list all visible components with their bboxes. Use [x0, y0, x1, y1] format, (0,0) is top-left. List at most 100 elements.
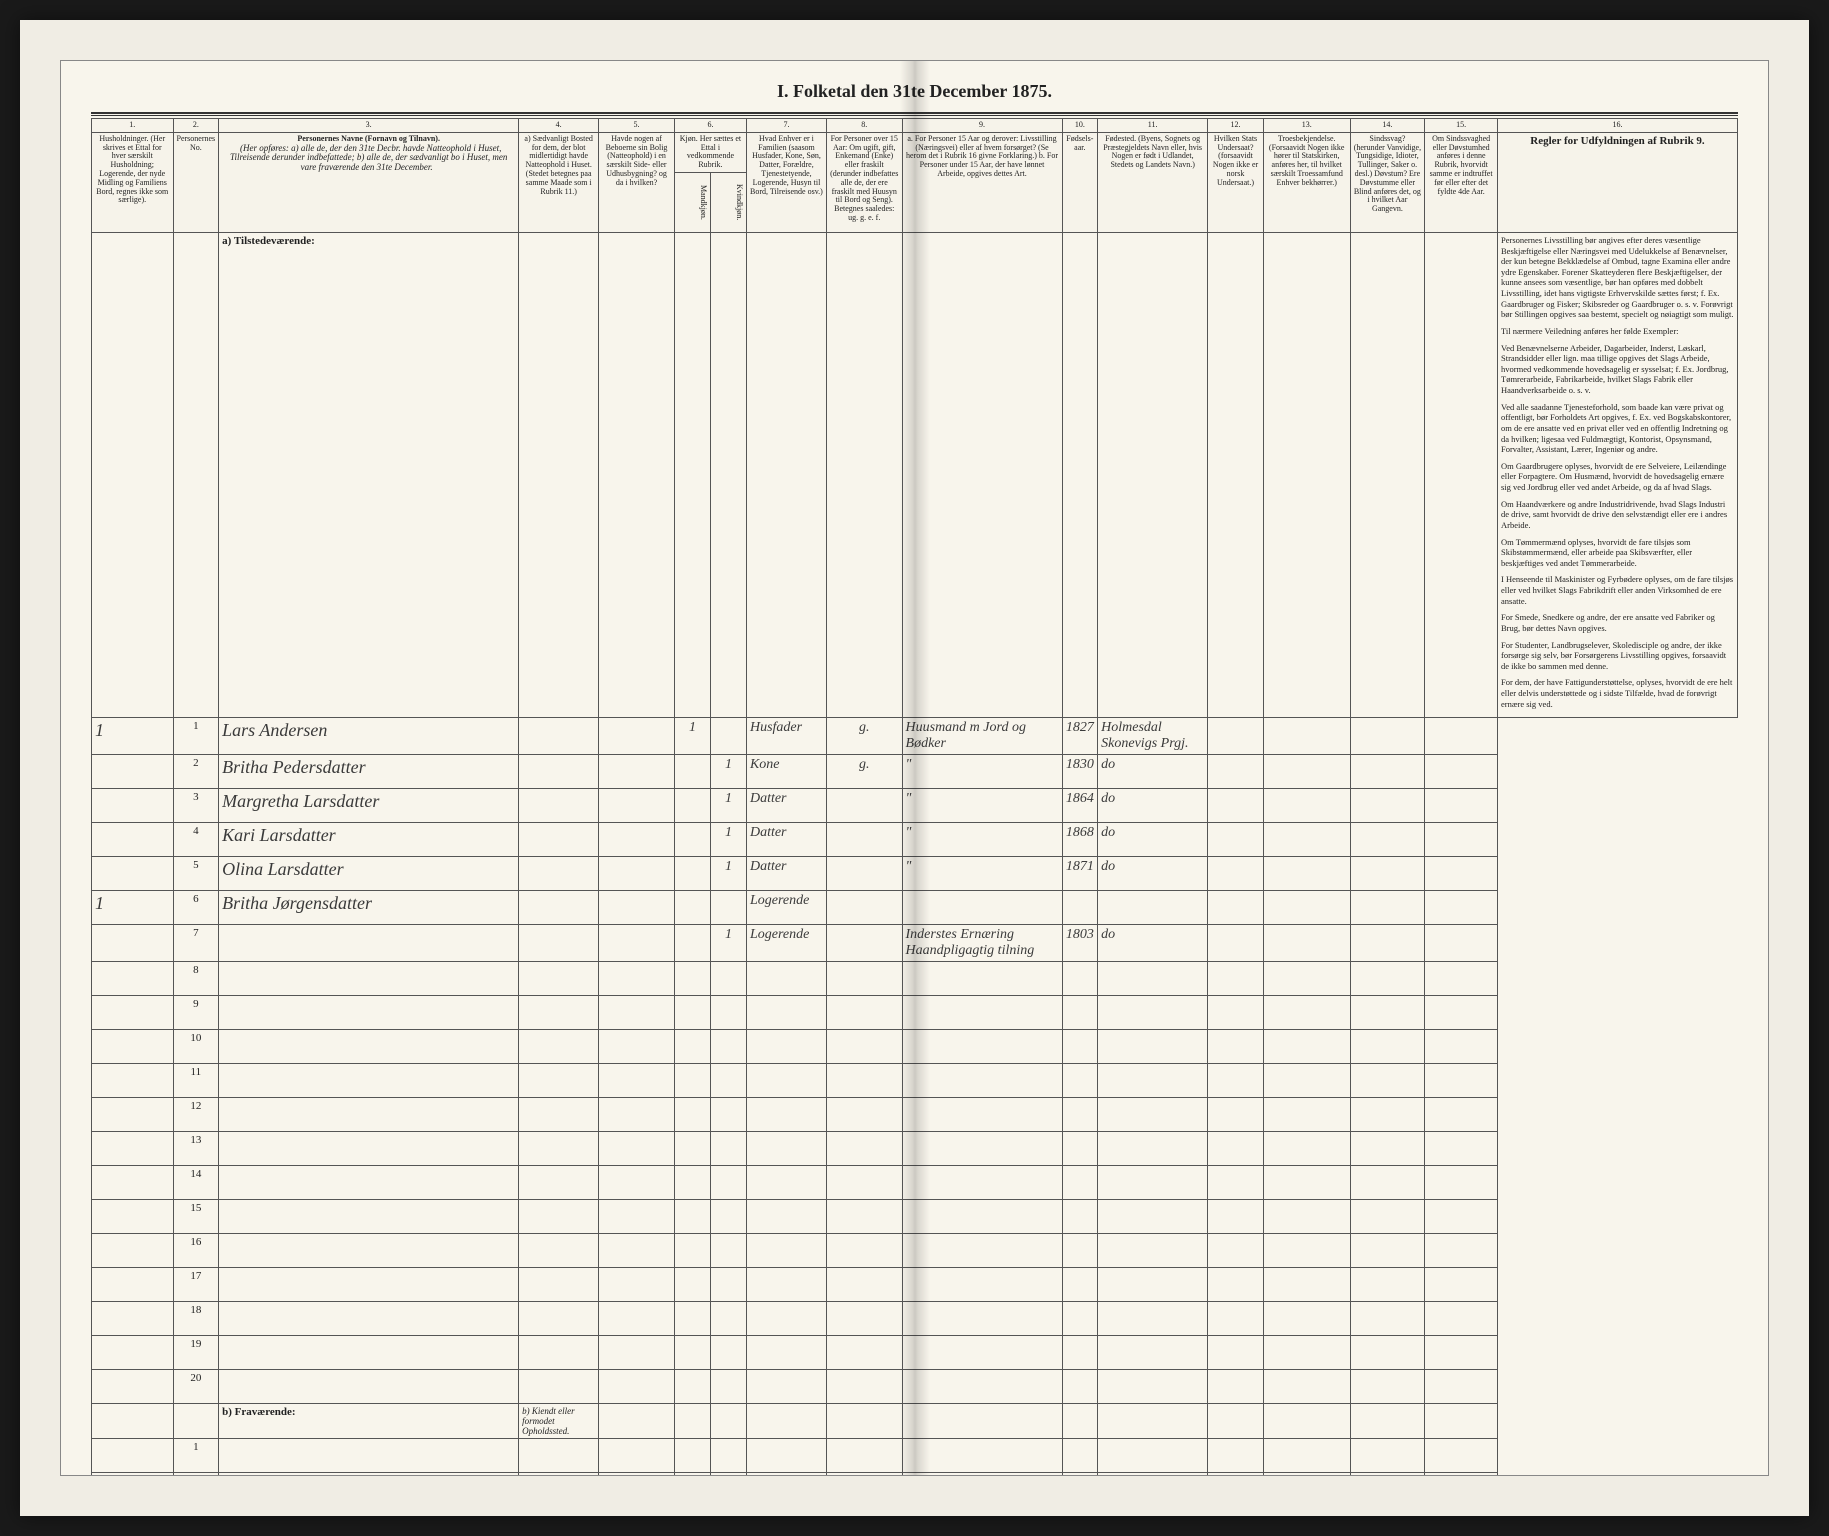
cell-no: 2	[173, 1473, 219, 1476]
table-row: 12	[92, 1098, 1738, 1132]
empty-rows: 891011121314151617181920	[92, 962, 1738, 1404]
cell-female	[710, 718, 746, 755]
cell-no: 7	[173, 925, 219, 962]
cell-name: Margretha Larsdatter	[219, 789, 519, 823]
table-row: 1	[92, 1439, 1738, 1473]
coln-11: 11.	[1098, 119, 1208, 133]
cell-c12	[1208, 789, 1264, 823]
cell-no: 14	[173, 1166, 219, 1200]
h13: Troesbekjendelse. (Forsaavidt Nogen ikke…	[1263, 132, 1350, 232]
cell-c15	[1425, 718, 1498, 755]
cell-fam: Datter	[746, 823, 826, 857]
cell-c15	[1425, 891, 1498, 925]
h1: Husholdninger. (Her skrives et Ettal for…	[92, 132, 174, 232]
cell-fam: Husfader	[746, 718, 826, 755]
cell-male	[674, 755, 710, 789]
inst-p6: Om Haandværkere og andre Industridrivend…	[1501, 499, 1734, 531]
cell-c5	[599, 925, 675, 962]
cell-male	[674, 925, 710, 962]
table-row: 15	[92, 1200, 1738, 1234]
cell-civ	[826, 823, 902, 857]
h15: Om Sindssvaghed eller Døvstumhed anføres…	[1425, 132, 1498, 232]
cell-birthplace: do	[1098, 755, 1208, 789]
coln-4: 4.	[519, 119, 599, 133]
cell-c13	[1263, 857, 1350, 891]
inst-p9: For Smede, Snedkere og andre, der ere an…	[1501, 612, 1734, 633]
table-row: 16	[92, 1234, 1738, 1268]
cell-occ: "	[902, 755, 1062, 789]
cell-no: 6	[173, 891, 219, 925]
coln-8: 8.	[826, 119, 902, 133]
cell-c12	[1208, 718, 1264, 755]
table-row: 10	[92, 1030, 1738, 1064]
coln-2: 2.	[173, 119, 219, 133]
inst-p4: Ved alle saadanne Tjenesteforhold, som b…	[1501, 402, 1734, 455]
table-row: 14	[92, 1166, 1738, 1200]
cell-civ	[826, 891, 902, 925]
cell-female: 1	[710, 823, 746, 857]
cell-occ	[902, 891, 1062, 925]
cell-hh	[92, 925, 174, 962]
cell-c14	[1350, 891, 1425, 925]
cell-no: 4	[173, 823, 219, 857]
table-row: 17	[92, 1268, 1738, 1302]
cell-c15	[1425, 857, 1498, 891]
h10: Fødsels-aar.	[1062, 132, 1098, 232]
header-rule	[91, 112, 1738, 116]
header-desc-row: Husholdninger. (Her skrives et Ettal for…	[92, 132, 1738, 172]
cell-c5	[599, 891, 675, 925]
cell-c14	[1350, 789, 1425, 823]
cell-c12	[1208, 925, 1264, 962]
cell-no: 12	[173, 1098, 219, 1132]
cell-name: Lars Andersen	[219, 718, 519, 755]
cell-no: 1	[173, 718, 219, 755]
table-row: 5Olina Larsdatter1Datter"1871do	[92, 857, 1738, 891]
cell-fam: Logerende	[746, 925, 826, 962]
cell-hh	[92, 755, 174, 789]
cell-female: 1	[710, 755, 746, 789]
cell-year: 1871	[1062, 857, 1098, 891]
cell-c12	[1208, 891, 1264, 925]
h9: a. For Personer 15 Aar og derover: Livss…	[902, 132, 1062, 232]
cell-year: 1830	[1062, 755, 1098, 789]
table-row: 16Britha JørgensdatterLogerende	[92, 891, 1738, 925]
cell-birthplace: do	[1098, 789, 1208, 823]
cell-hh	[92, 789, 174, 823]
inst-p5: Om Gaardbrugere oplyses, hvorvidt de ere…	[1501, 461, 1734, 493]
cell-no: 5	[173, 857, 219, 891]
section-absent-row: b) Fraværende: b) Kiendt eller formodet …	[92, 1404, 1738, 1439]
cell-c5	[599, 755, 675, 789]
table-row: 11	[92, 1064, 1738, 1098]
h4: a) Sædvanligt Bosted for dem, der blot m…	[519, 132, 599, 232]
h8: For Personer over 15 Aar: Om ugift, gift…	[826, 132, 902, 232]
cell-no: 9	[173, 996, 219, 1030]
cell-c4	[519, 755, 599, 789]
scan-frame: I. Folketal den 31te December 1875. 1. 2…	[20, 20, 1809, 1516]
cell-c14	[1350, 857, 1425, 891]
cell-c14	[1350, 925, 1425, 962]
h16-rules: Regler for Udfyldningen af Rubrik 9.	[1498, 132, 1738, 232]
table-row: 19	[92, 1336, 1738, 1370]
section-absent: b) Fraværende:	[219, 1404, 519, 1439]
cell-no: 17	[173, 1268, 219, 1302]
coln-16: 16.	[1498, 119, 1738, 133]
cell-c12	[1208, 857, 1264, 891]
table-row: 71LogerendeInderstes Ernæring Haandpliga…	[92, 925, 1738, 962]
cell-c13	[1263, 925, 1350, 962]
cell-no: 13	[173, 1132, 219, 1166]
cell-female: 1	[710, 925, 746, 962]
cell-c13	[1263, 755, 1350, 789]
cell-c4	[519, 891, 599, 925]
absent-rows: 123456	[92, 1439, 1738, 1476]
coln-1: 1.	[92, 119, 174, 133]
cell-c14	[1350, 755, 1425, 789]
cell-female	[710, 891, 746, 925]
cell-name: Olina Larsdatter	[219, 857, 519, 891]
cell-c4	[519, 925, 599, 962]
coln-7: 7.	[746, 119, 826, 133]
inst-p11: For dem, der have Fattigunderstøttelse, …	[1501, 677, 1734, 709]
h6b: Kvindkjøn.	[710, 172, 746, 232]
cell-birthplace: Holmesdal Skonevigs Prgj.	[1098, 718, 1208, 755]
cell-hh	[92, 823, 174, 857]
h14: Sindssvag? (herunder Vanvidige, Tungsidi…	[1350, 132, 1425, 232]
